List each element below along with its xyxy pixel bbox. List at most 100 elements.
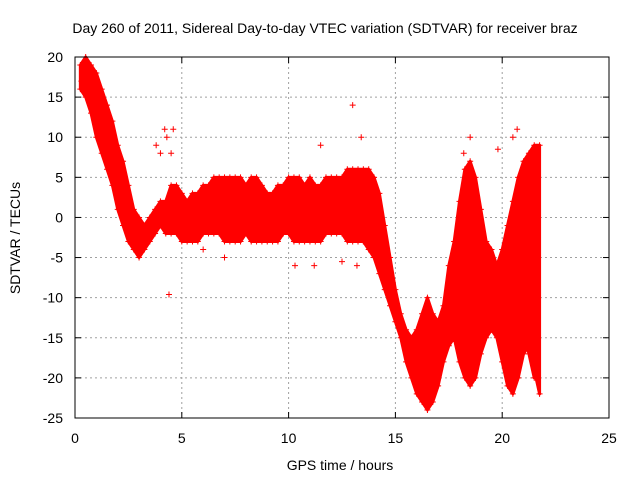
outlier-point (163, 134, 170, 141)
data-point (408, 334, 415, 341)
data-point (253, 174, 260, 181)
data-point (515, 374, 522, 381)
data-point (141, 246, 148, 253)
y-tick-label: 15 (47, 89, 63, 105)
data-point (467, 158, 474, 165)
data-point (536, 390, 543, 397)
data-point (290, 174, 297, 181)
data-point (355, 166, 362, 173)
data-point (98, 150, 105, 157)
data-point (312, 182, 319, 189)
data-point (531, 374, 538, 381)
data-point (242, 182, 249, 189)
data-point (440, 302, 447, 309)
data-point (429, 310, 436, 317)
data-point (355, 238, 362, 245)
y-tick-label: 20 (47, 49, 63, 65)
data-point (499, 286, 506, 293)
data-point (104, 166, 111, 173)
data-point (285, 174, 292, 181)
data-point (248, 238, 255, 245)
data-point (392, 318, 399, 325)
data-point (328, 174, 335, 181)
data-point (381, 286, 388, 293)
data-point (88, 110, 95, 117)
outlier-point (200, 246, 207, 253)
data-point (178, 190, 185, 197)
data-point (274, 182, 281, 189)
y-tick-label: 0 (55, 209, 63, 225)
data-point (477, 278, 484, 285)
data-point (483, 334, 490, 341)
data-point (317, 182, 324, 189)
data-point (200, 182, 207, 189)
data-point (200, 230, 207, 237)
y-tick-label: -25 (43, 410, 63, 426)
data-point (152, 230, 159, 237)
data-point (104, 102, 111, 109)
data-point (392, 286, 399, 293)
data-point (445, 342, 452, 349)
outlier-point (349, 102, 356, 109)
data-point (440, 358, 447, 365)
data-point (371, 254, 378, 261)
data-point (205, 182, 212, 189)
data-point (184, 238, 191, 245)
data-point (296, 174, 303, 181)
data-point (216, 174, 223, 181)
data-point (477, 238, 484, 245)
data-point (301, 182, 308, 189)
data-point (387, 254, 394, 261)
data-point (221, 238, 228, 245)
data-point (472, 174, 479, 181)
data-point (467, 382, 474, 389)
data-point (301, 238, 308, 245)
data-point (194, 190, 201, 197)
data-point (269, 190, 276, 197)
data-point (328, 230, 335, 237)
data-point (130, 246, 137, 253)
data-point (82, 94, 89, 101)
outlier-point (153, 142, 160, 149)
data-point (322, 174, 329, 181)
data-point (376, 190, 383, 197)
data-point (157, 198, 164, 205)
data-point (536, 142, 543, 149)
data-point (168, 230, 175, 237)
data-point (371, 174, 378, 181)
data-point (290, 238, 297, 245)
y-tick-label: -5 (51, 250, 64, 266)
data-point (280, 230, 287, 237)
data-point (306, 238, 313, 245)
data-point (93, 134, 100, 141)
data-point (242, 230, 249, 237)
outlier-point (514, 126, 521, 133)
outlier-point (353, 262, 360, 269)
data-point (232, 174, 239, 181)
data-point (344, 238, 351, 245)
data-point (88, 62, 95, 69)
data-point (451, 238, 458, 245)
x-tick-label: 15 (388, 430, 404, 446)
data-point (258, 238, 265, 245)
data-point (333, 230, 340, 237)
data-point (531, 142, 538, 149)
data-point (173, 182, 180, 189)
outlier-point (170, 126, 177, 133)
outlier-point (494, 146, 501, 153)
data-point (461, 166, 468, 173)
x-tick-label: 5 (178, 430, 186, 446)
data-point (483, 270, 490, 277)
data-point (435, 382, 442, 389)
data-point (429, 398, 436, 405)
data-point (525, 350, 532, 357)
data-point (264, 190, 271, 197)
outlier-point (165, 291, 172, 298)
data-point (152, 206, 159, 213)
data-point (237, 174, 244, 181)
data-point (515, 174, 522, 181)
data-point (499, 270, 506, 277)
outlier-point (311, 262, 318, 269)
x-tick-label: 25 (601, 430, 617, 446)
